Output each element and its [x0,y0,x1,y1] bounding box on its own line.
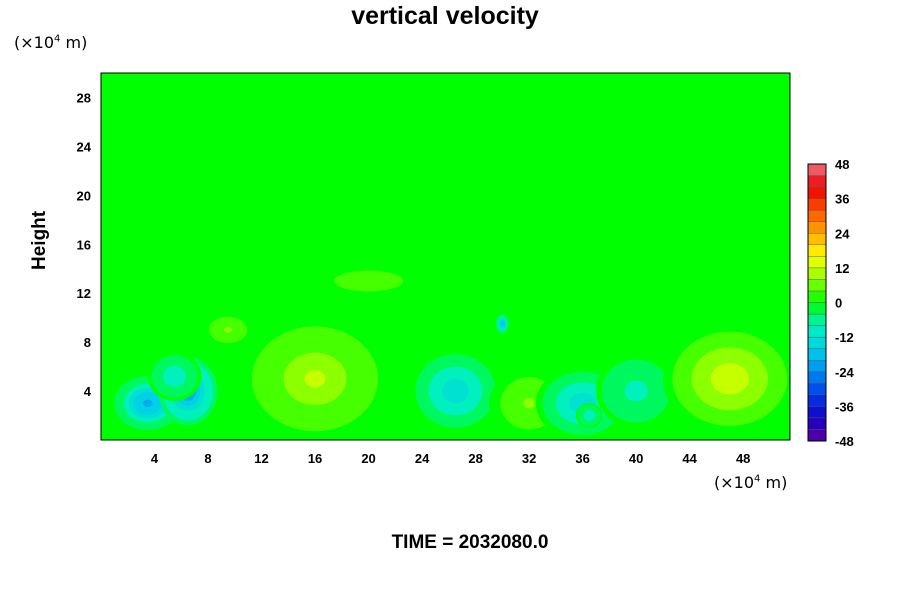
colorbar-tick-label: 36 [835,192,849,207]
velocity-cell-6 [241,317,389,440]
x-tick-label: 28 [468,451,482,466]
x-axis-unit: (×104 m) [714,473,788,492]
colorbar-level [807,267,827,280]
velocity-cell-8 [495,313,510,334]
velocity-cell-12 [596,354,677,428]
colorbar-tick-label: 12 [835,261,849,276]
y-tick-label: 12 [77,286,91,301]
colorbar-level [807,406,827,419]
x-tick-label: 12 [254,451,268,466]
colorbar-level [807,394,827,407]
contour-field [101,73,790,440]
y-tick-label: 28 [77,90,91,105]
y-tick-label: 24 [77,139,92,154]
colorbar-level [807,360,827,372]
x-tick-label: 20 [361,451,375,466]
colorbar-level [807,429,827,442]
colorbar-level [807,186,827,199]
colorbar-level [807,313,827,326]
colorbar-level [807,417,827,430]
x-tick-label: 32 [522,451,536,466]
y-tick-label: 20 [77,188,91,203]
x-tick-label: 36 [575,451,589,466]
colorbar-level [807,279,827,292]
x-tick-label: 16 [308,451,322,466]
x-tick-label: 4 [151,451,159,466]
colorbar-level [807,383,827,396]
x-tick-label: 8 [204,451,211,466]
x-tick-label: 40 [629,451,643,466]
y-tick-label: 16 [77,237,91,252]
x-tick-label: 24 [415,451,430,466]
velocity-cell-16 [288,256,449,306]
colorbar-level [807,175,827,188]
velocity-cell-15 [201,311,255,349]
velocity-cell-11 [575,403,603,428]
colorbar-tick-label: 48 [835,157,849,172]
colorbar-level [807,302,827,315]
x-tick-label: 48 [736,451,750,466]
y-axis-unit: (×104 m) [14,33,88,52]
colorbar-level [807,348,827,361]
colorbar-level [807,290,827,303]
colorbar-level [807,221,827,234]
velocity-cell-14 [662,323,790,434]
plot-frame [100,72,791,441]
colorbar-tick-label: -12 [835,330,854,345]
colorbar-level [807,163,827,176]
time-label: TIME = 2032080.0 [391,532,549,553]
colorbar-level [807,336,827,349]
colorbar-tick-label: 0 [835,296,842,311]
colorbar-level [807,244,827,257]
colorbar-level [807,256,827,269]
colorbar: 48 36 24 12 0 -12 -24 -36 -48 [807,157,855,449]
x-tick-label: 44 [682,451,697,466]
colorbar-level [807,325,827,338]
colorbar-tick-label: -24 [835,365,855,380]
chart-title: vertical velocity [351,2,539,30]
velocity-cell-7 [408,348,503,434]
colorbar-frame [807,163,827,442]
y-tick-label: 8 [84,335,91,350]
velocity-cell-3 [147,351,202,401]
colorbar-tick-label: -36 [835,399,854,414]
colorbar-level [807,209,827,222]
colorbar-level [807,233,827,245]
colorbar-level [807,371,827,384]
colorbar-tick-label: 24 [835,226,850,241]
y-tick-label: 4 [84,384,92,399]
colorbar-tick-label: -48 [835,434,854,449]
colorbar-level [807,198,827,211]
